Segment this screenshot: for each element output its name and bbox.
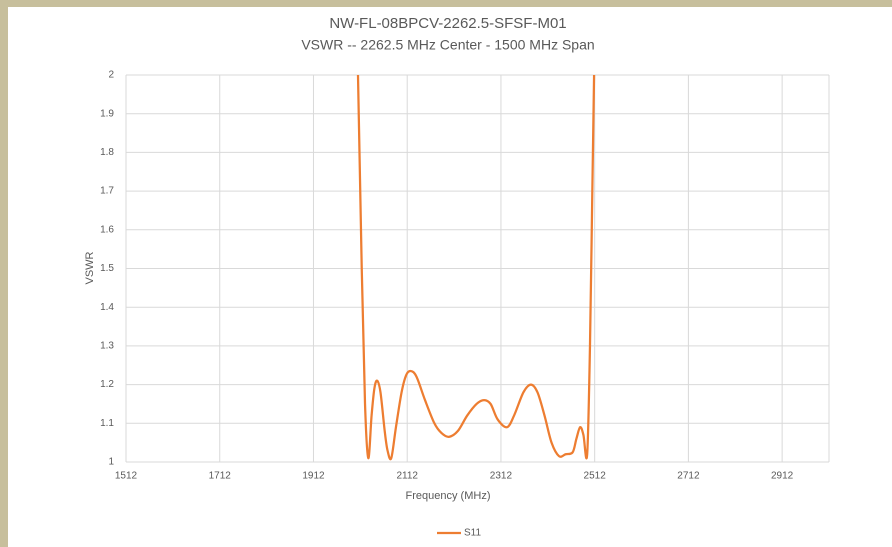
x-tick-label: 1512 (115, 471, 138, 482)
x-tick-label: 2312 (490, 471, 513, 482)
y-tick-label: 1.2 (100, 379, 114, 390)
x-tick-label: 2112 (396, 471, 418, 482)
legend-label: S11 (464, 528, 481, 539)
y-tick-label: 1.5 (100, 263, 114, 274)
series-line (356, 75, 596, 461)
x-tick-label: 1912 (302, 471, 325, 482)
y-tick-label: 1.1 (100, 418, 114, 429)
y-tick-label: 2 (108, 70, 114, 81)
y-tick-label: 1 (108, 457, 114, 468)
y-axis-label: VSWR (84, 251, 96, 284)
frame-top (0, 0, 892, 7)
y-tick-label: 1.4 (100, 302, 114, 313)
x-axis-label: Frequency (MHz) (406, 490, 491, 502)
chart-title: NW-FL-08BPCV-2262.5-SFSF-M01 (329, 15, 566, 32)
x-tick-label: 2912 (771, 471, 794, 482)
x-tick-label: 2512 (584, 471, 607, 482)
y-tick-label: 1.9 (100, 108, 114, 119)
x-tick-label: 2712 (677, 471, 700, 482)
frame-left (0, 0, 8, 547)
chart-subtitle: VSWR -- 2262.5 MHz Center - 1500 MHz Spa… (301, 37, 594, 53)
y-tick-label: 1.8 (100, 147, 114, 158)
x-tick-label: 1712 (209, 471, 232, 482)
y-tick-label: 1.6 (100, 224, 114, 235)
y-tick-label: 1.3 (100, 341, 114, 352)
y-tick-label: 1.7 (100, 186, 114, 197)
